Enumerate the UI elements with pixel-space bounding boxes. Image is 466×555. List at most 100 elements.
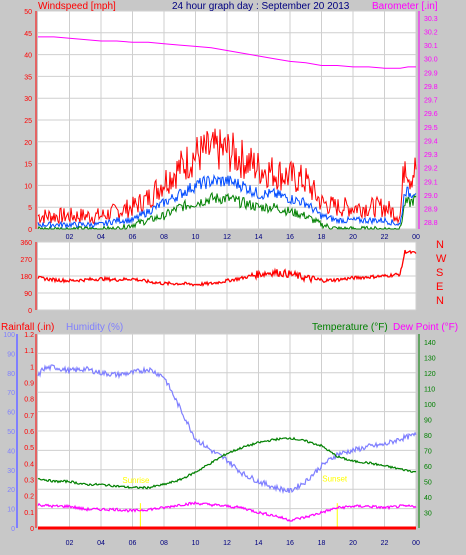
humidity-tick-label: 100: [3, 332, 15, 339]
compass-label: W: [436, 253, 447, 265]
barometer-tick-label: 29.1: [424, 179, 438, 186]
barometer-tick-label: 29.7: [424, 98, 438, 105]
wind-tick-label: 40: [24, 53, 32, 60]
barometer-tick-label: 29.0: [424, 193, 438, 200]
x-tick-label: 04: [97, 234, 105, 241]
tick-labels: 0510152025303540455028.828.929.029.129.2…: [3, 9, 447, 547]
humidity-line: [37, 364, 417, 495]
rainfall-tick-label: 0.5: [24, 445, 34, 452]
humidity-tick-label: 10: [7, 507, 15, 514]
barometer-line: [38, 36, 416, 69]
barometer-tick-label: 30.0: [424, 57, 438, 64]
temperature-tick-label: 30: [424, 510, 432, 517]
rainfall-tick-label: 0.9: [24, 381, 34, 388]
wind-tick-label: 30: [24, 96, 32, 103]
wind-gust-line: [37, 128, 417, 225]
wind-tick-label: 35: [24, 74, 32, 81]
rainfall-axis-label: Rainfall (.in): [1, 322, 54, 333]
x-tick-label: 06: [129, 234, 137, 241]
x-tick-label: 00: [412, 234, 420, 241]
x-tick-label: 16: [286, 234, 294, 241]
sunrise-label: Sunrise: [122, 476, 150, 485]
humidity-tick-label: 80: [7, 371, 15, 378]
rainfall-tick-label: 0.7: [24, 413, 34, 420]
temperature-tick-label: 120: [424, 371, 436, 378]
temperature-tick-label: 140: [424, 340, 436, 347]
wind-tick-label: 5: [28, 205, 32, 212]
wind-tick-label: 45: [24, 31, 32, 38]
x-tick-label: 12: [223, 234, 231, 241]
barometer-tick-label: 29.5: [424, 125, 438, 132]
wind-tick-label: 25: [24, 118, 32, 125]
x-tick-label: 06: [129, 540, 137, 547]
grid: [38, 10, 417, 529]
x-tick-label: 12: [223, 540, 231, 547]
humidity-tick-label: 20: [7, 487, 15, 494]
barometer-tick-label: 30.1: [424, 43, 438, 50]
temperature-tick-label: 130: [424, 355, 436, 362]
chart-title: 24 hour graph day : September 20 2013: [172, 1, 350, 12]
wind-tick-label: 0: [28, 227, 32, 234]
direction-tick-label: 0: [28, 308, 32, 315]
rainfall-tick-label: 0.6: [24, 429, 34, 436]
wind-direction-line: [37, 249, 417, 287]
wind-axis-label: Windspeed [mph]: [38, 1, 116, 12]
humidity-tick-label: 90: [7, 351, 15, 358]
temperature-tick-label: 40: [424, 495, 432, 502]
barometer-tick-label: 29.8: [424, 84, 438, 91]
temperature-axis-label: Temperature (°F): [312, 322, 388, 333]
x-tick-label: 04: [97, 540, 105, 547]
x-tick-label: 22: [381, 234, 389, 241]
humidity-tick-label: 0: [11, 526, 15, 533]
temperature-tick-label: 90: [424, 417, 432, 424]
dew-point-axis-label: Dew Point (°F): [393, 322, 458, 333]
x-tick-label: 08: [160, 234, 168, 241]
x-tick-label: 20: [349, 234, 357, 241]
direction-tick-label: 270: [20, 257, 32, 264]
humidity-axis-label: Humidity (%): [66, 322, 123, 333]
direction-tick-label: 360: [20, 240, 32, 247]
barometer-axis-label: Barometer [.in]: [372, 1, 438, 12]
barometer-tick-label: 29.2: [424, 166, 438, 173]
x-tick-label: 02: [66, 234, 74, 241]
rainfall-tick-label: 0: [30, 526, 34, 533]
axes: [16, 11, 420, 528]
rainfall-tick-label: 1.2: [24, 332, 34, 339]
temperature-line: [37, 436, 417, 490]
x-tick-label: 16: [286, 540, 294, 547]
series: [37, 36, 417, 530]
humidity-tick-label: 50: [7, 429, 15, 436]
direction-tick-label: 180: [20, 274, 32, 281]
compass-label: N: [436, 239, 444, 251]
barometer-tick-label: 28.8: [424, 220, 438, 227]
x-tick-label: 22: [381, 540, 389, 547]
temperature-tick-label: 60: [424, 464, 432, 471]
barometer-tick-label: 29.9: [424, 70, 438, 77]
x-tick-label: 08: [160, 540, 168, 547]
x-tick-label: 02: [66, 540, 74, 547]
wind-tick-label: 15: [24, 162, 32, 169]
x-tick-label: 14: [255, 234, 263, 241]
barometer-tick-label: 29.4: [424, 138, 438, 145]
barometer-tick-label: 29.6: [424, 111, 438, 118]
humidity-tick-label: 40: [7, 448, 15, 455]
rainfall-tick-label: 0.3: [24, 478, 34, 485]
dew-point-line: [37, 501, 417, 522]
wind-tick-label: 10: [24, 183, 32, 190]
compass-label: E: [436, 281, 443, 293]
x-tick-label: 18: [318, 234, 326, 241]
x-tick-label: 10: [192, 540, 200, 547]
wind-tick-label: 20: [24, 140, 32, 147]
temperature-tick-label: 50: [424, 479, 432, 486]
wind-low-line: [37, 191, 417, 231]
wind-avg-line: [37, 173, 417, 230]
rainfall-tick-label: 1: [30, 364, 34, 371]
rainfall-tick-label: 0.8: [24, 397, 34, 404]
wind-tick-label: 50: [24, 9, 32, 16]
temperature-tick-label: 110: [424, 386, 435, 393]
rainfall-tick-label: 0.2: [24, 494, 34, 501]
direction-tick-label: 90: [24, 291, 32, 298]
rainfall-tick-label: 1.1: [24, 348, 34, 355]
humidity-tick-label: 60: [7, 410, 15, 417]
